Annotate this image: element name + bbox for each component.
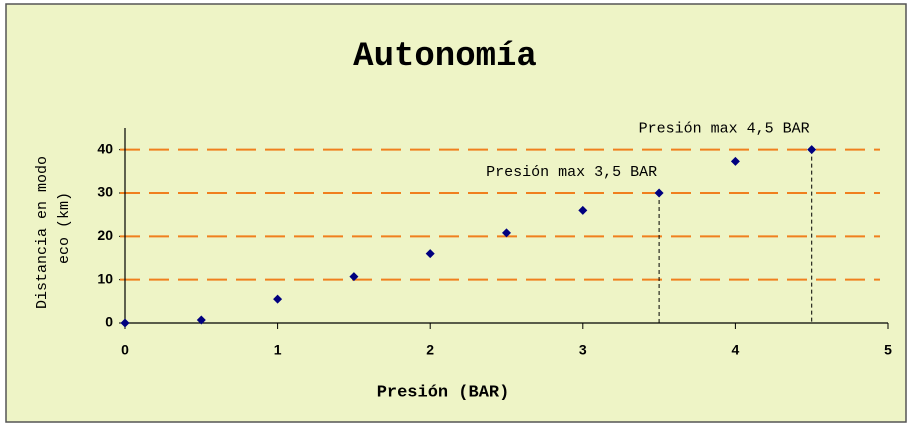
y-tick-label: 30	[97, 184, 113, 200]
x-tick-label: 3	[579, 342, 587, 358]
point	[196, 315, 206, 325]
point	[807, 145, 817, 155]
x-tick-label: 2	[426, 342, 434, 358]
y-axis-label-line: eco (km)	[56, 192, 73, 264]
x-tick-label: 4	[732, 342, 740, 358]
point	[425, 249, 435, 259]
point	[120, 318, 130, 328]
x-tick-label: 5	[884, 342, 892, 358]
point	[349, 272, 359, 282]
point	[502, 228, 511, 238]
chart-title: Autonomía	[353, 38, 537, 76]
y-tick-label: 40	[97, 140, 113, 156]
x-tick-label: 1	[274, 342, 282, 358]
x-axis-label: Presión (BAR)	[377, 383, 510, 402]
annotation: Presión max 3,5 BAR	[486, 164, 657, 181]
point	[578, 205, 588, 215]
y-tick-label: 0	[105, 314, 113, 330]
annotation: Presión max 4,5 BAR	[639, 121, 810, 138]
y-axis-label-line: Distancia en modo	[34, 156, 51, 309]
point	[730, 156, 740, 166]
y-tick-label: 10	[97, 270, 113, 286]
y-axis-label: Distancia en modo eco (km)	[34, 147, 73, 309]
point	[273, 294, 283, 304]
x-tick-label: 0	[121, 342, 129, 358]
chart-background	[5, 3, 907, 423]
point	[654, 188, 664, 198]
y-tick-label: 20	[97, 227, 113, 243]
